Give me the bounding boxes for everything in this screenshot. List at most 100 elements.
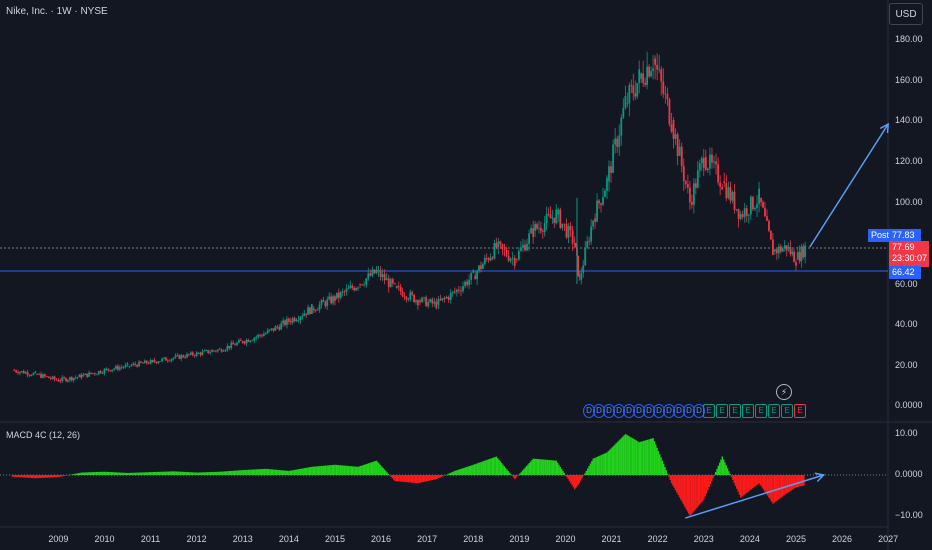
candle-body — [704, 156, 707, 170]
earnings-marker[interactable]: E — [729, 404, 741, 418]
macd-bar — [776, 475, 778, 501]
price-trend-arrow-head — [879, 122, 889, 134]
macd-bar — [109, 472, 111, 475]
candle-body — [493, 242, 496, 259]
candle-body — [517, 250, 520, 260]
horizontal-level-price: 66.42 — [889, 266, 921, 279]
macd-bar — [284, 470, 286, 475]
candle-body — [578, 275, 581, 277]
macd-bar — [239, 470, 241, 475]
time-axis-tick: 2009 — [48, 534, 69, 544]
currency-button[interactable]: USD — [889, 3, 923, 25]
bolt-icon[interactable]: ⚡ — [776, 384, 792, 400]
macd-bar — [370, 462, 372, 475]
macd-bar — [394, 475, 396, 482]
candle-body — [760, 197, 762, 202]
candle-body — [538, 227, 540, 229]
macd-bar — [451, 472, 453, 475]
macd-bar — [635, 440, 638, 475]
candle-body — [411, 292, 414, 295]
macd-bar — [443, 475, 446, 476]
candle-body — [67, 380, 69, 382]
macd-bar — [225, 471, 228, 475]
symbol-title[interactable]: Nike, Inc. · 1W · NYSE — [6, 6, 108, 17]
macd-bar — [293, 469, 296, 475]
macd-bar — [533, 458, 536, 475]
macd-bar — [693, 475, 695, 512]
macd-bar — [508, 472, 511, 475]
macd-bar — [721, 456, 723, 475]
candle-body — [626, 103, 629, 105]
earnings-marker[interactable]: E — [794, 404, 806, 418]
macd-bar — [515, 475, 517, 478]
macd-bar — [371, 461, 374, 475]
macd-bar — [637, 441, 639, 475]
macd-bar — [603, 453, 605, 475]
candle-body — [789, 246, 792, 254]
earnings-marker[interactable]: E — [755, 404, 767, 418]
time-axis-tick: 2017 — [417, 534, 438, 544]
candle-body — [455, 289, 458, 293]
candle-body — [373, 269, 376, 274]
candle-body — [689, 187, 691, 203]
candle-body — [359, 284, 361, 285]
candle-body — [371, 269, 374, 276]
macd-bar — [800, 475, 803, 487]
candle-body — [594, 218, 596, 222]
macd-bar — [495, 456, 498, 475]
candle-body — [341, 291, 344, 293]
earnings-marker[interactable]: E — [703, 404, 715, 418]
candle-body — [526, 243, 528, 251]
macd-bar — [60, 475, 62, 477]
candle-body — [103, 368, 106, 374]
macd-bar — [366, 463, 369, 475]
candle-body — [82, 374, 85, 377]
earnings-marker[interactable]: E — [781, 404, 793, 418]
macd-bar — [725, 465, 727, 475]
candle-body — [243, 341, 246, 344]
candle-body — [624, 96, 627, 108]
macd-bar — [762, 475, 765, 490]
candle-body — [793, 251, 796, 263]
macd-bar — [103, 471, 106, 475]
macd-bar — [672, 475, 674, 486]
candle-body — [86, 373, 89, 377]
macd-bar — [467, 466, 469, 475]
candle-body — [743, 208, 746, 217]
macd-bar — [49, 475, 52, 478]
macd-bar — [536, 458, 539, 475]
candle-body — [385, 278, 388, 281]
earnings-marker[interactable]: E — [742, 404, 754, 418]
earnings-marker[interactable]: E — [768, 404, 780, 418]
candle-body — [787, 246, 790, 248]
candle-body — [136, 364, 139, 367]
macd-bar — [519, 473, 521, 475]
earnings-marker[interactable]: E — [716, 404, 728, 418]
macd-bar — [689, 475, 691, 516]
candle-body — [620, 117, 623, 136]
macd-bar — [566, 475, 568, 478]
dividend-marker[interactable]: D — [693, 404, 705, 418]
candle-body — [107, 368, 110, 371]
candle-body — [628, 85, 631, 104]
macd-bar — [378, 463, 380, 475]
macd-bar — [296, 469, 298, 475]
candle-body — [34, 371, 37, 374]
macd-bar — [558, 464, 560, 475]
candle-body — [268, 329, 271, 331]
candle-body — [555, 209, 558, 223]
candle-body — [549, 214, 552, 219]
macd-bar — [657, 450, 660, 475]
candle-body — [324, 301, 327, 307]
macd-bar — [334, 464, 336, 475]
macd-bar — [491, 457, 494, 475]
macd-bar — [431, 475, 434, 480]
macd-bar — [350, 466, 353, 475]
macd-bar — [754, 475, 756, 487]
macd-axis-tick: −10.00 — [895, 510, 923, 520]
candle-body — [483, 257, 486, 264]
macd-title[interactable]: MACD 4C (12, 26) — [6, 430, 81, 440]
candle-body — [383, 274, 386, 281]
macd-bar — [36, 475, 38, 479]
